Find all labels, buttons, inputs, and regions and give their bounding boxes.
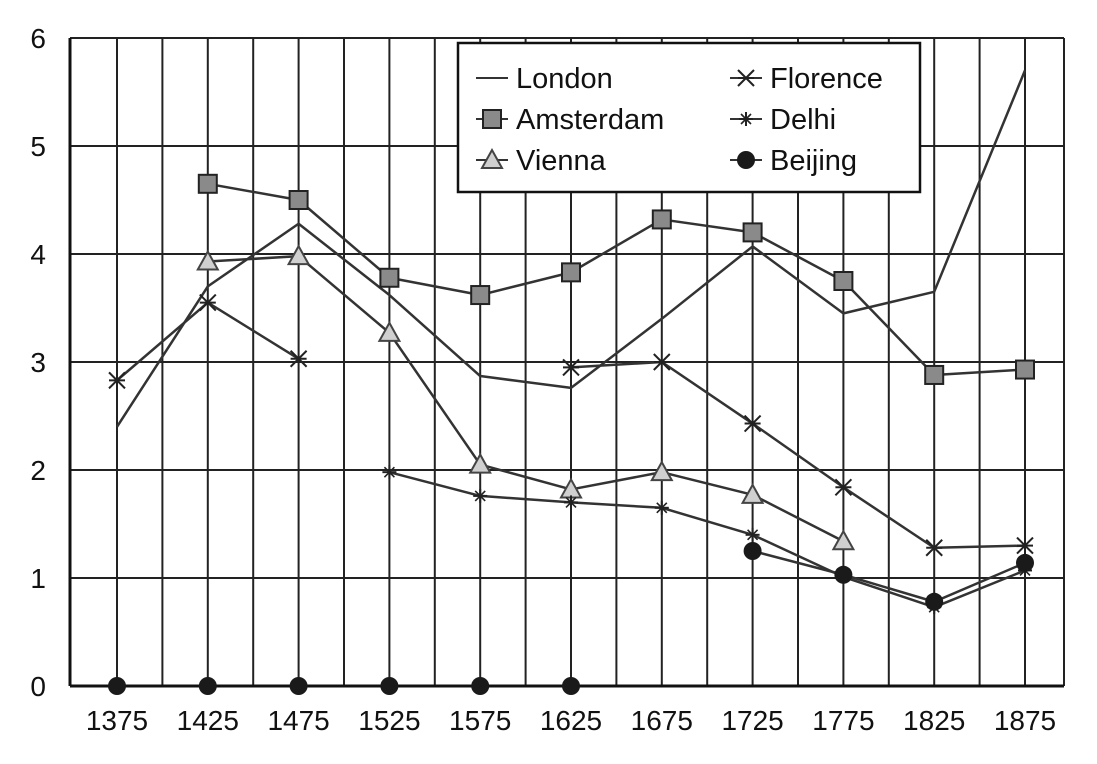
plus-star-marker <box>565 496 577 508</box>
square-marker <box>651 209 672 230</box>
square-marker <box>379 267 400 288</box>
plus-star-marker <box>747 529 759 541</box>
triangle-marker <box>468 452 492 474</box>
legend-label-beijing: Beijing <box>770 145 857 177</box>
legend-label-london: London <box>516 63 613 95</box>
triangle-marker <box>831 529 856 551</box>
x-tick-label: 1625 <box>540 705 602 736</box>
circle-marker <box>562 677 580 695</box>
x-tick-label: 1725 <box>721 705 783 736</box>
series-london <box>115 69 1027 428</box>
plus-star-marker <box>656 502 668 514</box>
legend-label-delhi: Delhi <box>770 104 836 136</box>
circle-marker <box>380 677 399 695</box>
x-tick-label: 1575 <box>449 705 511 736</box>
triangle-marker <box>740 482 765 504</box>
y-tick-label: 6 <box>30 23 46 54</box>
legend-entries: London Amsterdam Vienna Florence Delhi Beijin… <box>476 63 883 177</box>
legend-item-delhi: Delhi <box>730 104 836 136</box>
series-line-amsterdam <box>207 182 1026 377</box>
legend-label-amsterdam: Amsterdam <box>516 104 664 136</box>
square-marker <box>561 262 581 283</box>
legend-item-london: London <box>476 63 613 95</box>
circle-marker <box>834 565 853 584</box>
triangle-marker <box>650 460 674 482</box>
square-marker <box>924 364 945 385</box>
circle-marker <box>1016 553 1034 572</box>
x-tick-label: 1875 <box>994 705 1056 736</box>
y-tick-labels: 0 1 2 3 4 5 6 <box>30 23 46 702</box>
circle-marker <box>743 542 762 560</box>
square-marker <box>470 285 491 306</box>
plus-star-marker <box>474 490 486 502</box>
plus-star-marker <box>383 466 395 478</box>
x-tick-label: 1425 <box>177 705 239 736</box>
legend-item-amsterdam: Amsterdam <box>476 104 664 136</box>
x-tick-label: 1775 <box>812 705 874 736</box>
series-line-london <box>115 69 1027 428</box>
legend-label-florence: Florence <box>770 63 883 95</box>
series-lines <box>108 69 1035 695</box>
circle-marker <box>198 677 217 695</box>
legend-box <box>456 41 922 194</box>
legend-item-beijing: Beijing <box>730 145 857 177</box>
series-florence <box>108 293 1034 557</box>
circle-marker <box>737 151 755 169</box>
x-tick-label: 1375 <box>86 705 148 736</box>
y-tick-label: 4 <box>30 239 46 270</box>
square-marker <box>482 109 502 129</box>
series-line-vienna <box>207 254 844 543</box>
triangle-marker <box>377 320 402 342</box>
y-tick-label: 2 <box>30 455 46 486</box>
circle-marker <box>108 677 126 695</box>
y-tick-label: 1 <box>30 563 46 594</box>
triangle-marker <box>196 249 220 271</box>
circle-marker <box>471 677 490 695</box>
legend: London Amsterdam Vienna Florence Delhi Beijin… <box>456 41 922 194</box>
square-marker <box>197 173 218 194</box>
y-tick-label: 3 <box>30 347 46 378</box>
series-amsterdam <box>197 173 1035 385</box>
plus-star-marker <box>740 113 752 125</box>
y-tick-label: 0 <box>30 671 46 702</box>
square-marker <box>1015 359 1035 380</box>
legend-label-vienna: Vienna <box>516 145 607 177</box>
legend-item-florence: Florence <box>730 63 883 95</box>
series-vienna <box>196 244 856 551</box>
square-marker <box>742 222 763 243</box>
circle-marker <box>289 677 308 695</box>
x-tick-label: 1825 <box>903 705 965 736</box>
x-tick-label: 1475 <box>267 705 329 736</box>
triangle-marker <box>286 244 311 266</box>
series-line-florence <box>570 360 1026 550</box>
series-line-delhi <box>389 470 1026 609</box>
x-tick-label: 1525 <box>358 705 420 736</box>
x-tick-label: 1675 <box>631 705 693 736</box>
x-tick-labels: 1375 1425 1475 1525 1575 1625 1675 1725 1775 1825… <box>86 705 1056 736</box>
series-beijing <box>108 542 1034 695</box>
triangle-marker <box>480 147 504 169</box>
square-marker <box>833 271 854 291</box>
y-tick-label: 5 <box>30 131 46 162</box>
series-line-beijing <box>752 549 1026 604</box>
legend-item-vienna: Vienna <box>476 145 607 177</box>
square-marker <box>288 190 309 210</box>
circle-marker <box>925 592 944 611</box>
